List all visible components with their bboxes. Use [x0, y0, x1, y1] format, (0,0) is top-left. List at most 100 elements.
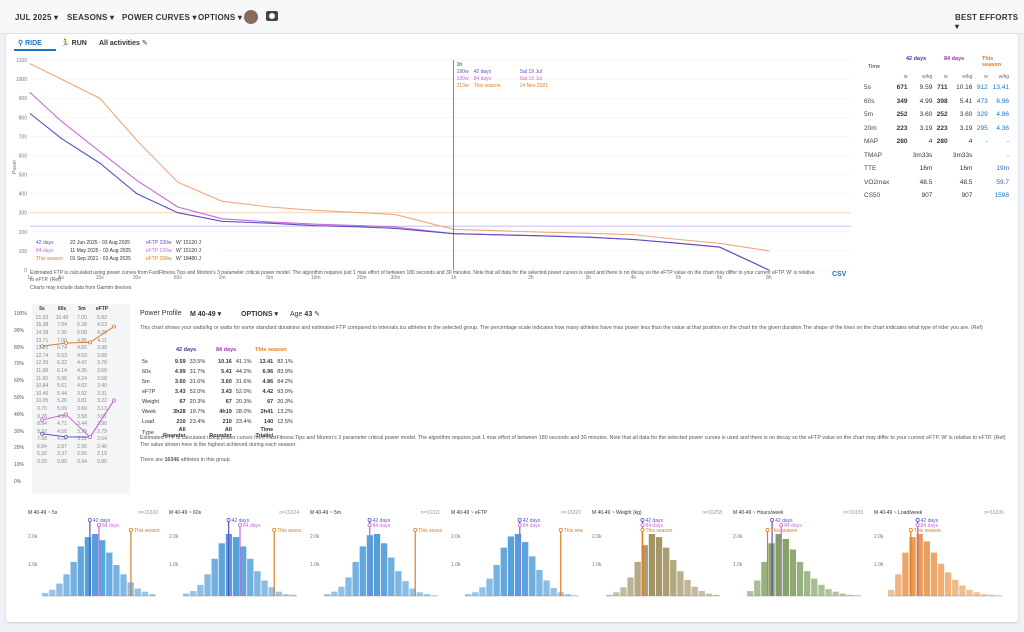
marker-dot	[640, 517, 645, 522]
percentile-cell: 8.32	[37, 428, 47, 435]
profile-value: 2h41	[260, 409, 274, 415]
group-select[interactable]: M 40-49 ▾	[190, 311, 222, 318]
age-field[interactable]: Age 43 ✎	[290, 311, 321, 318]
month-select[interactable]: JUL 2025 ▾	[15, 13, 59, 22]
stats-row: 60s 349 4.99 398 5.41 473 6.96	[864, 95, 1012, 109]
data-point	[632, 234, 634, 236]
legend-eftp: eFTP 230w	[146, 248, 172, 254]
percentile-row: 11.60 5.96 4.24 3.58	[32, 375, 112, 383]
stats-value: 4	[928, 138, 933, 146]
stats-value: 252	[936, 111, 948, 119]
cursor-date: 14 Nov 2021	[520, 83, 549, 89]
data-point	[678, 242, 680, 244]
data-point	[632, 238, 634, 240]
profile-value: 3.60	[221, 379, 232, 385]
tab-run[interactable]: 🏃 RUN	[61, 40, 87, 47]
histogram[interactable]: M 40-49 ~ Hours/week n=16339 2.0k 1.0k 42 da…	[731, 508, 865, 612]
percentile-cell: 12.35	[35, 360, 49, 367]
profile-value: 13.2%	[277, 409, 293, 415]
best-efforts-menu[interactable]: BEST EFFORTS ▾	[955, 13, 1019, 31]
data-point	[361, 212, 363, 214]
garmin-note: Charts may include data from Garmin devi…	[30, 285, 132, 291]
csv-link[interactable]: CSV	[832, 271, 847, 278]
data-point	[136, 193, 138, 195]
histogram-bar	[775, 534, 782, 596]
tab-ride[interactable]: ⚲ RIDE	[14, 37, 56, 51]
stats-label: TMAP	[864, 151, 883, 159]
profile-value: 28.0%	[235, 409, 252, 415]
histogram[interactable]: M 40-49 ~ Weight (kg) n=16258 2.0k 1.0k 42 d…	[590, 508, 724, 612]
activities-filter[interactable]: All activities ✎	[99, 40, 148, 47]
histogram-bar	[211, 558, 218, 596]
stats-value: 5.41	[959, 97, 973, 105]
stats-subheader: w	[943, 73, 948, 80]
data-point	[60, 137, 62, 139]
marker-dot	[908, 527, 913, 532]
percentile-cell: 4.59	[77, 352, 87, 359]
percentile-cell: 7.00	[77, 314, 87, 321]
stats-subheader: w	[984, 73, 988, 80]
marker-dot	[226, 517, 231, 522]
y-tick-label: 100	[19, 249, 28, 255]
data-point	[177, 212, 179, 214]
histogram-bar	[240, 546, 247, 596]
cursor-date: Sat 19 Jul	[520, 69, 542, 75]
histogram[interactable]: M 40-49 ~ Load/week n=16336 2.0k 1.0k 42 day…	[872, 508, 1006, 612]
histogram-count: n=16324	[279, 510, 299, 516]
histogram-bar	[331, 591, 338, 596]
power-curve-chart[interactable]: 110010009008007006005004003002001000Powe…	[6, 54, 856, 290]
seasons-menu[interactable]: SEASONS ▾	[67, 13, 115, 22]
histogram-bar	[987, 594, 995, 596]
profile-value: 33.5%	[189, 359, 206, 365]
profile-point	[64, 341, 68, 345]
data-point	[29, 112, 31, 114]
marker-label: 42 days	[775, 518, 793, 524]
profile-line	[41, 400, 115, 438]
histogram-bar	[839, 593, 846, 596]
histogram-bar	[888, 589, 895, 596]
x-tick-label: 30m	[390, 275, 400, 281]
camera-icon[interactable]	[266, 11, 278, 21]
legend-range: 01 Sep 2021 - 03 Aug 2025	[70, 256, 131, 262]
histogram-bar	[705, 593, 713, 596]
percentile-cell: 2.46	[97, 443, 107, 450]
profile-value: 4h19	[219, 409, 232, 415]
percentile-cell: 2.79	[97, 428, 107, 435]
stats-row: VO2max 48.5 48.5 59.7	[864, 176, 1012, 190]
stats-value: 349	[896, 97, 908, 105]
marker-label: 84 days	[373, 523, 391, 529]
percentile-cell: 2.19	[97, 451, 107, 458]
y-tick-label: 1.0k	[28, 562, 38, 568]
marker-dot	[367, 517, 372, 522]
histogram-bar	[282, 594, 290, 596]
percentile-row: 9.70 5.09 3.69 3.13	[32, 405, 112, 413]
profile-line	[41, 326, 115, 347]
percentile-cell: 7.35	[57, 329, 67, 336]
percentile-label: 10%	[14, 462, 25, 469]
profile-value: 31.6%	[235, 379, 252, 385]
percentile-cell: 11.60	[35, 375, 49, 382]
options-menu[interactable]: OPTIONS ▾	[198, 13, 243, 22]
histogram-bar	[148, 594, 156, 596]
stats-value	[935, 162, 950, 176]
profile-table: 42 days 84 days This season 5s 9.59 33.5% 1…	[140, 347, 293, 439]
histogram-bar	[472, 592, 479, 596]
data-point	[394, 226, 396, 228]
histogram-title: M 40-49 ~ 5m	[310, 510, 341, 516]
data-point	[269, 222, 271, 224]
x-tick-label: 5h	[676, 275, 682, 281]
percentile-cell: 10.05	[35, 398, 49, 405]
percentile-scale: 100% 90% 80% 70% 60% 50% 40% 30% 20% 10% 0%	[14, 306, 27, 491]
stats-row: 5m 252 3.60 252 3.60 329 4.86	[864, 108, 1012, 122]
y-tick-label: 600	[19, 153, 28, 159]
y-tick-label: 700	[19, 134, 28, 140]
profile-options-menu[interactable]: OPTIONS ▾	[241, 311, 278, 318]
power-curves-menu[interactable]: POWER CURVES ▾	[122, 13, 197, 22]
y-tick-label: 1.0k	[592, 562, 602, 568]
avatar[interactable]	[244, 10, 258, 24]
data-point	[221, 220, 223, 222]
